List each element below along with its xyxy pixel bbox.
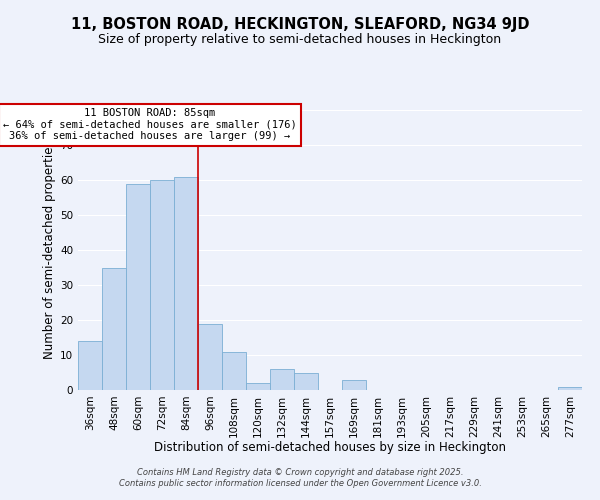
X-axis label: Distribution of semi-detached houses by size in Heckington: Distribution of semi-detached houses by … <box>154 441 506 454</box>
Bar <box>222 352 246 390</box>
Bar <box>174 176 198 390</box>
Bar <box>246 383 270 390</box>
Bar <box>294 372 318 390</box>
Bar <box>126 184 150 390</box>
Text: 11, BOSTON ROAD, HECKINGTON, SLEAFORD, NG34 9JD: 11, BOSTON ROAD, HECKINGTON, SLEAFORD, N… <box>71 18 529 32</box>
Text: 11 BOSTON ROAD: 85sqm
← 64% of semi-detached houses are smaller (176)
36% of sem: 11 BOSTON ROAD: 85sqm ← 64% of semi-deta… <box>3 108 297 142</box>
Text: Contains HM Land Registry data © Crown copyright and database right 2025.
Contai: Contains HM Land Registry data © Crown c… <box>119 468 481 487</box>
Y-axis label: Number of semi-detached properties: Number of semi-detached properties <box>43 140 56 360</box>
Text: Size of property relative to semi-detached houses in Heckington: Size of property relative to semi-detach… <box>98 32 502 46</box>
Bar <box>558 386 582 390</box>
Bar <box>198 324 222 390</box>
Bar <box>342 380 366 390</box>
Bar <box>150 180 174 390</box>
Bar <box>78 341 102 390</box>
Bar <box>102 268 126 390</box>
Bar <box>270 369 294 390</box>
